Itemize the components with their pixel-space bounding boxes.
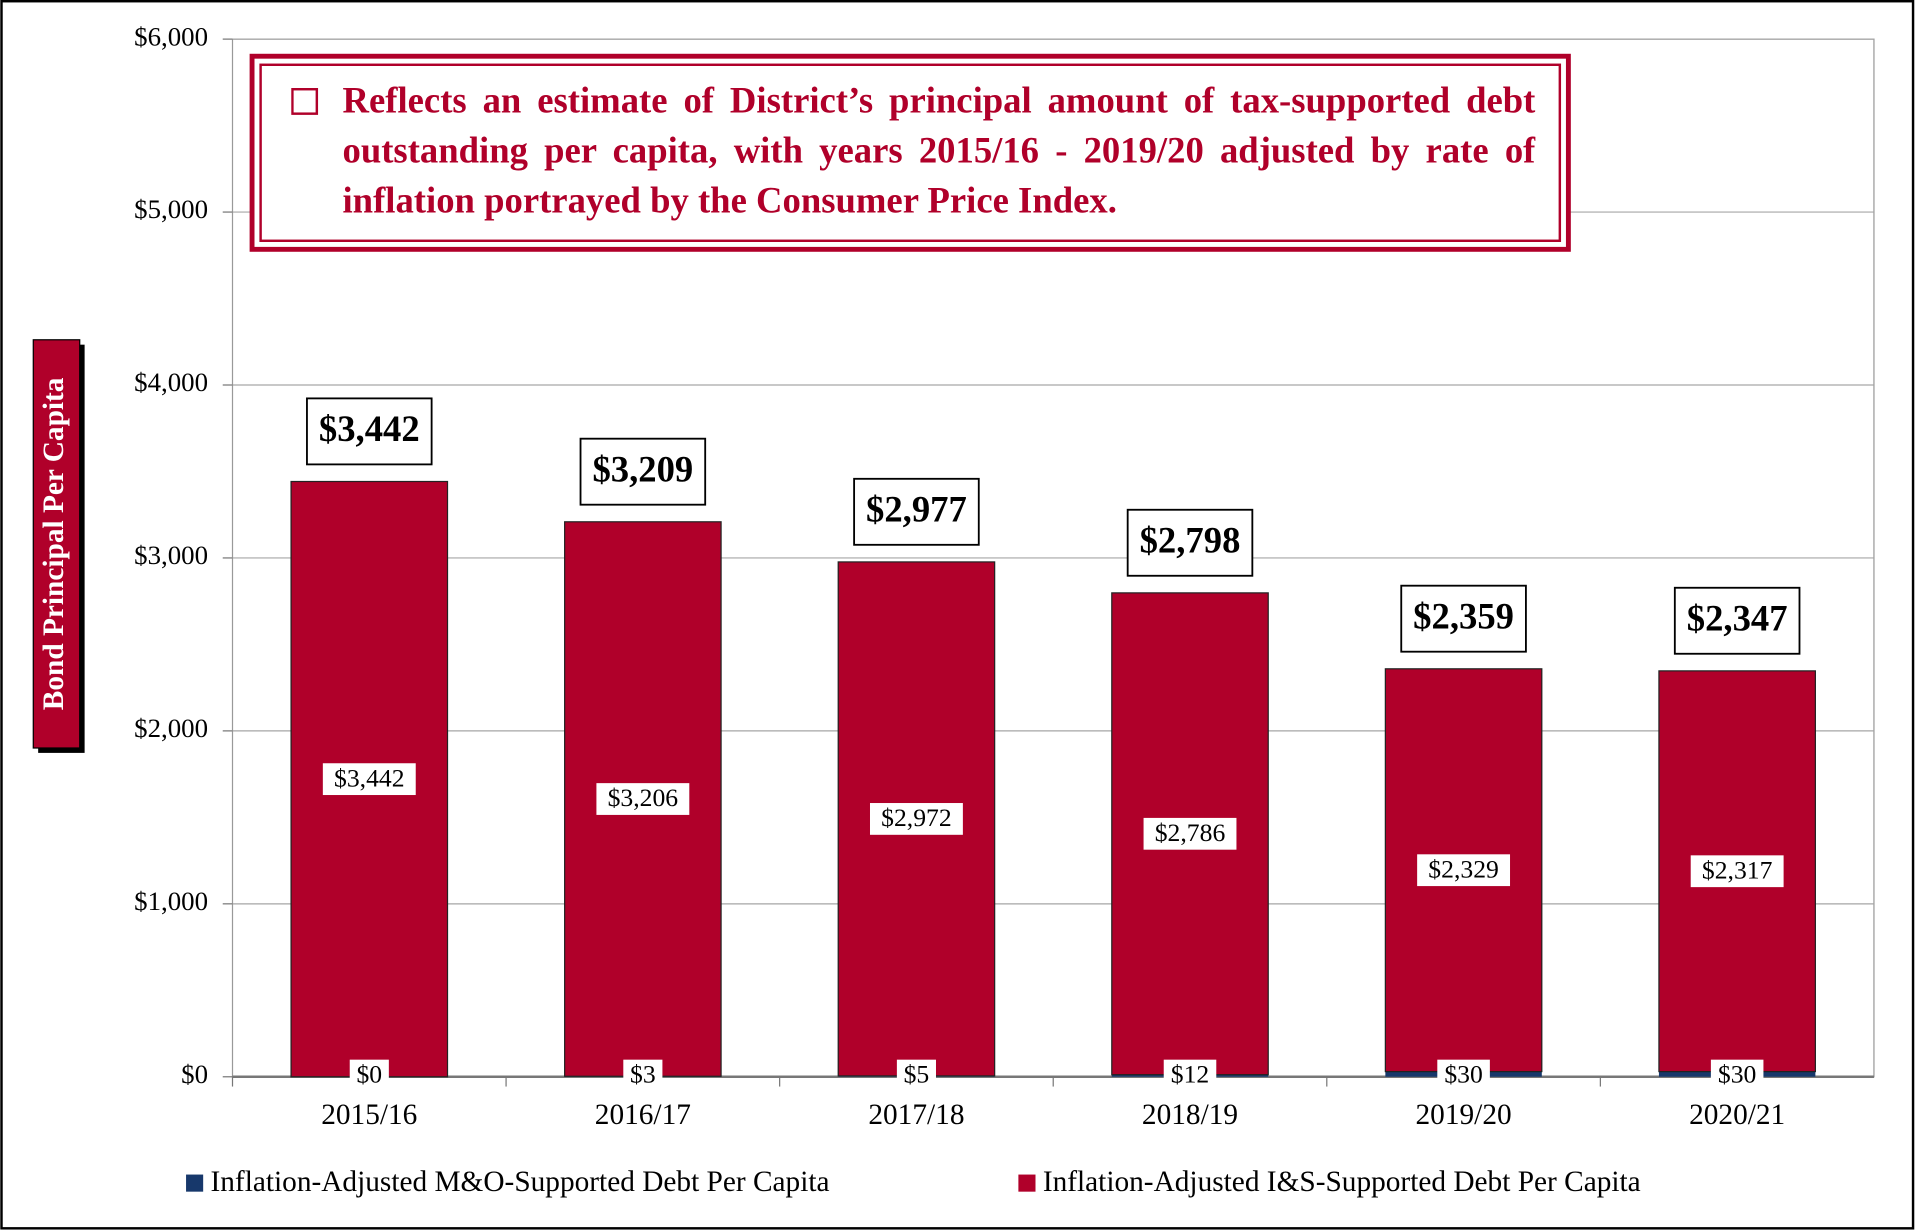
x-tick-label: 2020/21 (1689, 1099, 1785, 1131)
annotation: Reflects an estimate of District’s princ… (291, 76, 1535, 226)
legend-swatch (186, 1174, 204, 1192)
total-label: $3,209 (592, 448, 693, 489)
total-label: $2,347 (1687, 597, 1788, 638)
value-label-box (896, 1059, 936, 1092)
total-label-box (853, 477, 980, 546)
total-label: $3,442 (319, 408, 420, 449)
y-tick-label: $5,000 (134, 194, 208, 224)
total-label-box (1673, 586, 1801, 655)
annotation-box (249, 53, 1571, 252)
y-label-box (32, 339, 81, 749)
y-tick-label: $1,000 (134, 886, 208, 916)
value-label-box (1417, 854, 1511, 887)
y-tick-label: $0 (181, 1059, 208, 1089)
y-tick-label: $2,000 (134, 713, 208, 743)
value-label: $2,972 (881, 803, 952, 832)
annotation-wrap: Reflects an estimate of District’s princ… (291, 76, 1535, 226)
x-tick-label: 2015/16 (321, 1099, 417, 1131)
bullet (291, 88, 319, 115)
total-label: $2,359 (1413, 595, 1514, 636)
x-tick-label: 2018/19 (1142, 1099, 1238, 1131)
value-label-box (623, 1059, 663, 1092)
y-axis-label: Bond Principal Per Capita (38, 377, 70, 710)
value-label: $12 (1171, 1060, 1209, 1089)
value-label-box (1163, 1059, 1217, 1092)
value-label: $0 (356, 1060, 382, 1089)
value-label-box (349, 1059, 389, 1092)
x-tick-label: 2016/17 (595, 1099, 691, 1131)
total-label-box (1126, 508, 1254, 577)
value-label: $2,786 (1155, 818, 1226, 847)
total-label: $2,798 (1140, 519, 1241, 560)
value-label: $3 (630, 1060, 656, 1089)
value-label-box (1143, 817, 1237, 850)
value-label: $30 (1718, 1060, 1756, 1089)
value-label: $30 (1444, 1060, 1482, 1089)
annotation-box-inner (259, 63, 1562, 243)
value-label-box (322, 763, 416, 796)
legend-label: Inflation-Adjusted I&S-Supported Debt Pe… (1043, 1166, 1641, 1198)
x-tick-label: 2019/20 (1416, 1099, 1512, 1131)
y-tick-label: $6,000 (134, 21, 208, 51)
value-label-box (1690, 855, 1784, 888)
value-label-box (1437, 1059, 1490, 1092)
value-label: $3,442 (334, 763, 405, 792)
x-tick-label: 2017/18 (868, 1099, 964, 1131)
y-tick-label: $3,000 (134, 540, 208, 570)
value-label-box (1710, 1059, 1764, 1092)
legend-label: Inflation-Adjusted M&O-Supported Debt Pe… (210, 1166, 829, 1198)
value-label: $3,206 (608, 783, 679, 812)
value-label-box (596, 783, 690, 815)
y-tick-label: $4,000 (134, 367, 208, 397)
annotation-text: Reflects an estimate of District’s princ… (342, 80, 1536, 222)
total-label-box (306, 397, 433, 466)
legend-swatch (1018, 1174, 1036, 1192)
value-label: $5 (904, 1060, 930, 1089)
value-label: $2,329 (1428, 854, 1499, 883)
total-label: $2,977 (866, 488, 967, 529)
total-label-box (579, 437, 707, 506)
value-label: $2,317 (1702, 855, 1773, 884)
value-label-box (869, 803, 963, 835)
total-label-box (1400, 584, 1527, 653)
